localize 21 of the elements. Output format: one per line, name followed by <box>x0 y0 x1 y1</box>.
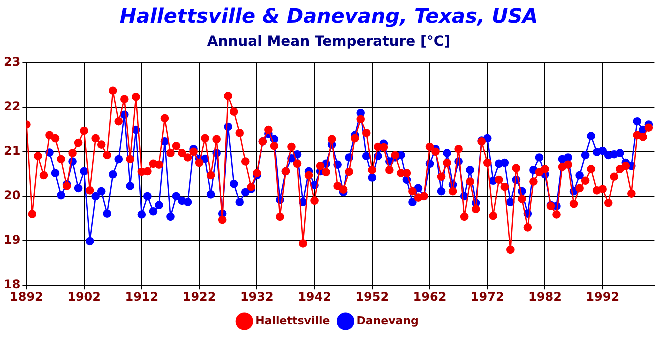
y-tick-label: 18 <box>4 278 21 292</box>
y-tick-label: 20 <box>4 188 21 203</box>
legend-label: Danevang <box>356 314 419 328</box>
x-tick-label: 1982 <box>528 290 562 304</box>
x-tick-label: 1892 <box>10 290 44 304</box>
x-tick-label: 1922 <box>182 290 216 304</box>
x-tick-label: 1962 <box>413 290 447 304</box>
x-tick-label: 1902 <box>68 290 102 304</box>
y-tick-label: 22 <box>4 99 21 114</box>
legend-label: Hallettsville <box>256 314 330 328</box>
y-tick-label: 23 <box>4 54 21 69</box>
x-tick-label: 1942 <box>298 290 332 304</box>
x-tick-label: 1952 <box>356 290 390 304</box>
x-tick-label: 1992 <box>586 290 620 304</box>
y-tick-label: 19 <box>4 233 21 248</box>
x-tick-label: 1912 <box>125 290 159 304</box>
y-tick-label: 21 <box>4 144 21 158</box>
x-tick-label: 1972 <box>470 290 504 304</box>
x-tick-label: 1932 <box>240 290 274 304</box>
chart-subtitle: Annual Mean Temperature [°C] <box>207 34 451 50</box>
chart-title: Hallettsville & Danevang, Texas, USA <box>120 4 538 28</box>
